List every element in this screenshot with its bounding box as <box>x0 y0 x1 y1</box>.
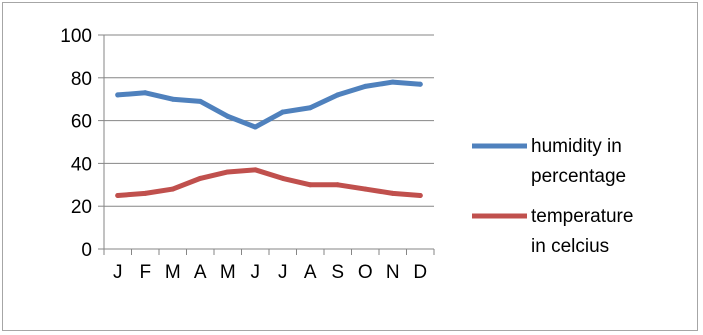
series-lines <box>115 79 423 198</box>
x-tick-label: F <box>139 262 151 283</box>
data-point <box>142 90 148 96</box>
axes <box>98 34 435 255</box>
x-tick-label: M <box>220 262 236 283</box>
x-tick-label: A <box>304 262 317 283</box>
data-point <box>170 186 176 192</box>
chart-frame <box>2 2 698 331</box>
data-point <box>307 182 313 188</box>
legend-label: in celcius <box>531 236 609 257</box>
x-tick-label: J <box>251 262 261 283</box>
y-tick-label: 40 <box>71 154 92 175</box>
x-tick-label: A <box>194 262 207 283</box>
data-point <box>280 109 286 115</box>
data-point <box>252 124 258 130</box>
y-tick-label: 0 <box>81 240 92 261</box>
x-tick-label: O <box>358 262 373 283</box>
legend: humidity in percentage temperature in celci… <box>472 136 633 257</box>
legend-label: percentage <box>531 166 626 187</box>
series-line-1 <box>115 167 423 198</box>
data-point <box>335 92 341 98</box>
x-tick-label: J <box>113 262 123 283</box>
data-point <box>362 83 368 89</box>
x-tick-label: S <box>331 262 344 283</box>
y-tick-label: 60 <box>71 112 92 133</box>
y-tick-labels: 0 20 40 60 80 100 <box>60 26 92 261</box>
data-point <box>225 169 231 175</box>
gridlines <box>104 34 434 207</box>
data-point <box>197 175 203 181</box>
data-point <box>280 175 286 181</box>
data-point <box>362 186 368 192</box>
data-point <box>417 81 423 87</box>
data-point <box>307 105 313 111</box>
x-tick-label: N <box>386 262 400 283</box>
legend-label: humidity in <box>531 136 622 157</box>
data-point <box>335 182 341 188</box>
x-tick-label: M <box>165 262 181 283</box>
data-point <box>390 190 396 196</box>
data-point <box>142 190 148 196</box>
data-point <box>115 92 121 98</box>
y-tick-label: 20 <box>71 197 92 218</box>
data-point <box>390 79 396 85</box>
data-point <box>115 193 121 198</box>
data-point <box>225 113 231 119</box>
x-tick-label: D <box>413 262 427 283</box>
y-tick-label: 100 <box>60 26 92 47</box>
data-point <box>252 167 258 173</box>
x-tick-label: J <box>278 262 288 283</box>
data-point <box>170 96 176 102</box>
legend-label: temperature <box>531 206 633 227</box>
y-tick-label: 80 <box>71 69 92 90</box>
series-line-0 <box>115 79 423 130</box>
data-point <box>197 98 203 104</box>
data-point <box>417 193 423 198</box>
